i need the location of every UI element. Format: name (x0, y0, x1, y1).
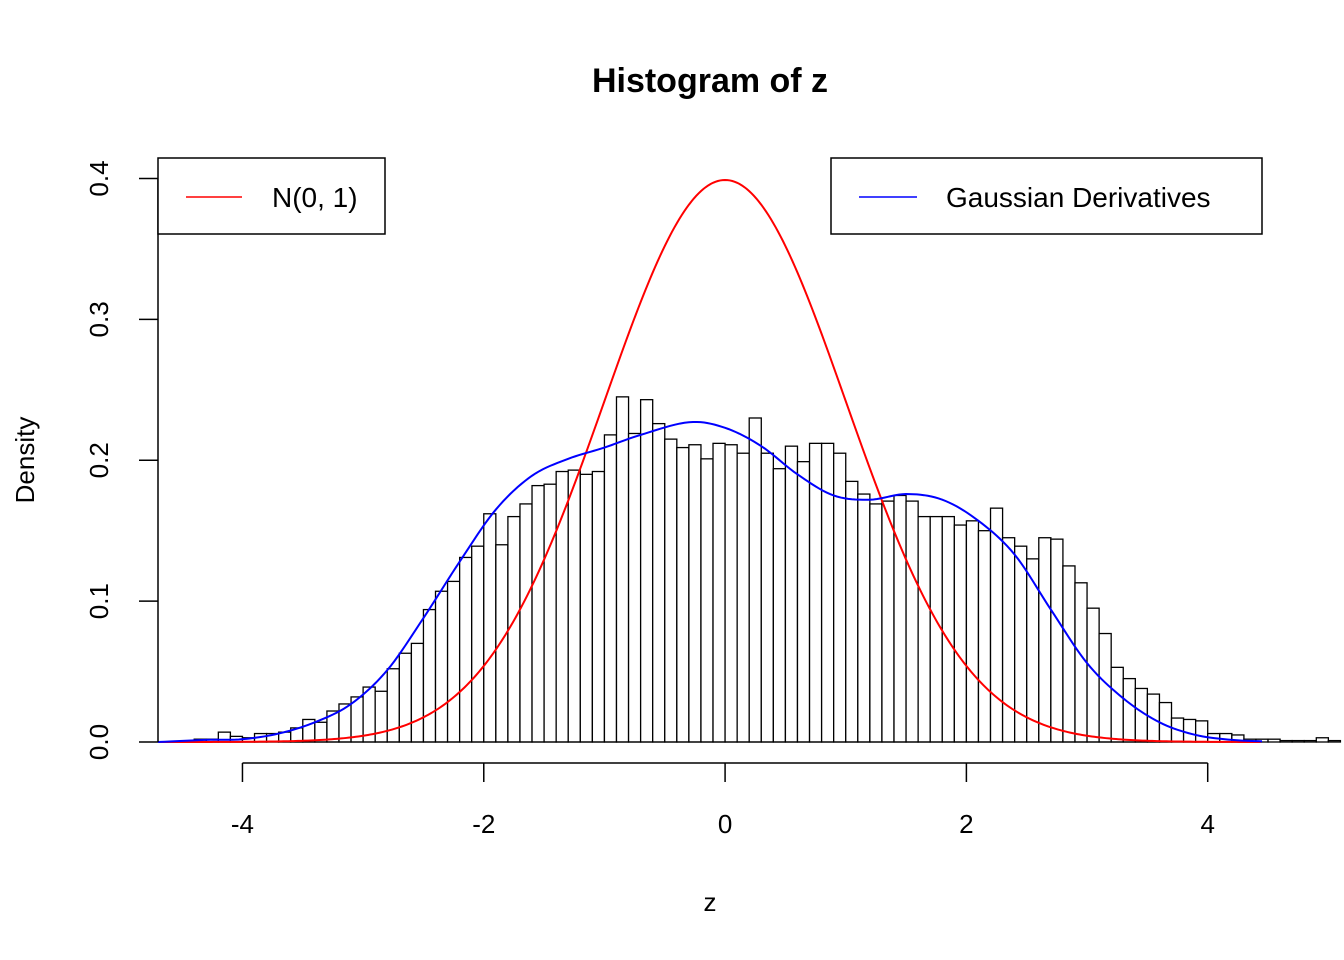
x-tick-label: -4 (231, 809, 254, 839)
histogram-bar (1315, 737, 1330, 743)
histogram-bar (760, 452, 775, 743)
histogram-bar (555, 470, 569, 743)
x-axis: -4 -2 0 2 4 (231, 762, 1215, 839)
histogram-bar (1050, 538, 1064, 743)
histogram-bar (941, 515, 955, 743)
histogram-bar (471, 545, 485, 743)
histogram-bar (857, 493, 871, 743)
histogram-bar (603, 434, 618, 743)
histogram-bar (977, 530, 992, 743)
histogram-bar (483, 513, 497, 743)
histogram-bar (374, 690, 388, 743)
histogram-bar (784, 445, 799, 743)
histogram-bar (845, 480, 859, 743)
histogram-bar (1279, 739, 1293, 743)
histogram-bar (724, 444, 738, 743)
histogram-bar (1182, 718, 1197, 743)
histogram-bar (1219, 732, 1233, 743)
histogram-bar (652, 422, 666, 743)
histogram-bar (1303, 739, 1317, 743)
histogram-bar (579, 473, 594, 743)
histogram-bars (158, 396, 1342, 743)
histogram-bar (1122, 677, 1136, 743)
y-tick-label: 0.3 (84, 301, 114, 337)
legend-gd-box (830, 157, 1263, 235)
y-axis-label: Density (10, 417, 40, 504)
histogram-bar (772, 468, 787, 743)
histogram-bar (591, 470, 606, 743)
histogram-bar (639, 399, 654, 743)
histogram-bar (917, 515, 931, 743)
histogram-bar (422, 608, 437, 743)
y-axis: 0.0 0.1 0.2 0.3 0.4 (84, 160, 159, 760)
histogram-bar (1110, 666, 1124, 743)
histogram-bar (1194, 720, 1209, 743)
histogram-bar (1001, 537, 1016, 743)
histogram-bar (796, 461, 811, 743)
legend-gaussian-derivatives: Gaussian Derivatives (830, 157, 1263, 235)
histogram-bar (700, 458, 714, 743)
histogram-bar (458, 556, 473, 743)
x-axis-label: z (704, 887, 717, 917)
y-tick-label: 0.4 (84, 160, 114, 196)
histogram-bar (1038, 537, 1052, 743)
histogram-bar (615, 396, 630, 743)
density-curves (157, 178, 1263, 743)
legend-normal: N(0, 1) (157, 157, 386, 235)
x-tick-label: 4 (1200, 809, 1214, 839)
histogram-bar (1291, 739, 1305, 743)
histogram-bar (881, 500, 895, 743)
legend-gd-label: Gaussian Derivatives (946, 182, 1211, 213)
histogram-bar (736, 452, 750, 743)
histogram-bar (446, 580, 461, 743)
histogram-bar (965, 520, 980, 743)
histogram-bar (688, 444, 702, 743)
histogram-bar (953, 524, 968, 743)
y-tick-label: 0.0 (84, 724, 114, 760)
chart-title: Histogram of z (592, 62, 828, 100)
histogram-bar (1327, 739, 1342, 743)
x-tick-label: 2 (959, 809, 973, 839)
histogram-bar (434, 590, 449, 743)
gaussian-derivatives-curve (157, 420, 1263, 743)
histogram-bar (543, 483, 557, 743)
legend-normal-box (157, 157, 386, 235)
y-tick-label: 0.1 (84, 583, 114, 619)
histogram-bar (893, 494, 907, 743)
y-tick-label: 0.2 (84, 442, 114, 478)
histogram-bar (627, 432, 642, 743)
histogram-bar (1267, 738, 1281, 743)
histogram-bar (989, 507, 1004, 743)
legend-normal-label: N(0, 1) (272, 182, 358, 213)
histogram-bar (748, 417, 762, 743)
histogram-bar (567, 469, 581, 743)
histogram-bar (398, 652, 413, 743)
histogram-bar (519, 503, 533, 743)
histogram-bar (664, 438, 678, 743)
histogram-bar (905, 500, 919, 743)
histogram-bar (869, 503, 883, 743)
histogram-bar (1062, 565, 1076, 743)
histogram-bar (495, 544, 509, 743)
histogram-bar (712, 442, 726, 743)
x-tick-label: 0 (718, 809, 732, 839)
x-tick-label: -2 (472, 809, 495, 839)
histogram-bar (531, 484, 545, 743)
histogram-bar (820, 442, 835, 743)
histogram-bar (676, 446, 690, 743)
histogram-bar (410, 642, 425, 743)
normal-density-curve (158, 178, 1261, 743)
